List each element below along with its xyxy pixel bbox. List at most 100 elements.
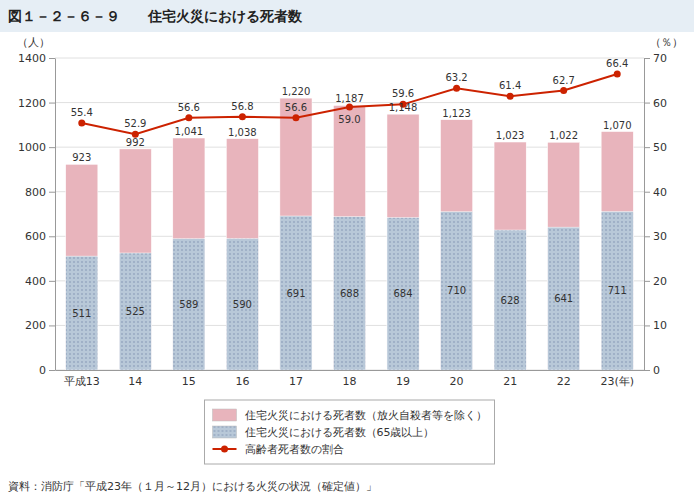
bar xyxy=(226,239,258,370)
axis-line xyxy=(55,59,56,371)
tick: 10 xyxy=(644,319,667,332)
tick-label: 17 xyxy=(289,375,303,388)
tick: 22 xyxy=(557,375,571,388)
tick-label: 200 xyxy=(25,319,46,332)
marker xyxy=(560,87,567,94)
data-label: 59.0 xyxy=(338,114,360,125)
bar xyxy=(548,142,580,370)
tick-mark xyxy=(644,103,650,104)
axis-line xyxy=(56,370,645,371)
axis-line xyxy=(644,59,645,371)
tick-mark xyxy=(49,103,55,104)
tick: 1000 xyxy=(18,141,55,154)
footnote: 資料：消防庁「平成23年（１月～12月）における火災の状況（確定値）」 xyxy=(8,480,377,493)
tick-label: 21 xyxy=(503,375,517,388)
tick-mark xyxy=(49,281,55,282)
bar xyxy=(333,217,365,370)
bar xyxy=(601,132,633,370)
data-label: 1,220 xyxy=(282,86,311,97)
tick: 23(年) xyxy=(600,375,634,388)
legend-swatch xyxy=(213,426,237,438)
y2-axis-title: （％） xyxy=(650,36,683,49)
bar xyxy=(173,138,205,370)
tick-mark xyxy=(644,147,650,148)
tick-mark xyxy=(644,236,650,237)
tick: 70 xyxy=(644,52,667,65)
marker xyxy=(292,114,299,121)
data-label: 1,038 xyxy=(228,127,257,138)
data-label: 1,070 xyxy=(603,120,632,131)
data-label: 52.9 xyxy=(124,118,146,129)
tick-label: 20 xyxy=(450,375,464,388)
tick: 16 xyxy=(235,375,249,388)
data-label: 691 xyxy=(286,288,305,299)
tick: 0 xyxy=(39,364,55,377)
title: 図１－２－６－９ 住宅火災における死者数 xyxy=(8,8,303,24)
tick: 30 xyxy=(644,230,667,243)
data-label: 511 xyxy=(72,308,91,319)
bar xyxy=(441,120,473,370)
bar-series xyxy=(66,212,634,370)
tick-label: 0 xyxy=(39,364,46,377)
tick-label: 400 xyxy=(25,275,46,288)
y-axis-title: （人） xyxy=(17,36,50,49)
tick: 平成13 xyxy=(64,375,100,388)
data-label: 1,148 xyxy=(389,102,418,113)
bar xyxy=(387,114,419,370)
tick-label: 16 xyxy=(235,375,249,388)
tick-label: 22 xyxy=(557,375,571,388)
bar xyxy=(494,230,526,370)
bar xyxy=(601,212,633,370)
bar xyxy=(119,149,151,370)
bar xyxy=(548,227,580,370)
data-label: 628 xyxy=(501,295,520,306)
data-label: 711 xyxy=(608,285,627,296)
data-label: 1,041 xyxy=(175,126,204,137)
tick-label: 10 xyxy=(653,319,667,332)
tick-label: 40 xyxy=(653,186,667,199)
data-label: 1,022 xyxy=(549,130,578,141)
data-label: 710 xyxy=(447,285,466,296)
bar xyxy=(66,256,98,370)
legend-label: 住宅火災における死者数（65歳以上） xyxy=(245,426,435,439)
data-label: 59.6 xyxy=(392,88,414,99)
tick-mark xyxy=(49,192,55,193)
plot-marks xyxy=(66,71,634,370)
bar xyxy=(387,218,419,370)
bar xyxy=(226,139,258,370)
tick-label: 30 xyxy=(653,230,667,243)
tick-label: 60 xyxy=(653,97,667,110)
bar xyxy=(494,142,526,370)
x-axis: 平成1314151617181920212223(年) xyxy=(56,371,645,388)
title-band xyxy=(0,0,694,32)
tick-mark xyxy=(49,147,55,148)
tick: 0 xyxy=(644,364,660,377)
tick: 17 xyxy=(289,375,303,388)
data-label: 63.2 xyxy=(445,72,467,83)
legend-item: 住宅火災における死者数（放火自殺者等を除く） xyxy=(213,409,487,422)
chart-container: 図１－２－６－９ 住宅火災における死者数02004006008001000120… xyxy=(0,0,694,500)
bar xyxy=(119,253,151,370)
marker xyxy=(453,85,460,92)
tick-label: 1200 xyxy=(18,97,46,110)
line-series xyxy=(78,71,620,138)
legend-marker xyxy=(221,446,228,453)
tick-mark xyxy=(49,58,55,59)
bar xyxy=(280,98,312,370)
data-label: 992 xyxy=(126,137,145,148)
tick: 20 xyxy=(450,375,464,388)
y-axis: 0200400600800100012001400 xyxy=(18,52,56,377)
data-label: 525 xyxy=(126,306,145,317)
data-label: 55.4 xyxy=(71,107,93,118)
tick-label: 18 xyxy=(343,375,357,388)
tick-label: 23(年) xyxy=(600,375,634,388)
tick-label: 50 xyxy=(653,141,667,154)
tick-label: 0 xyxy=(653,364,660,377)
tick: 18 xyxy=(343,375,357,388)
data-label: 56.6 xyxy=(178,102,200,113)
bar-series xyxy=(66,98,634,370)
grid xyxy=(55,58,644,370)
data-label: 56.6 xyxy=(285,102,307,113)
tick-label: 800 xyxy=(25,186,46,199)
tick-mark xyxy=(644,370,650,371)
